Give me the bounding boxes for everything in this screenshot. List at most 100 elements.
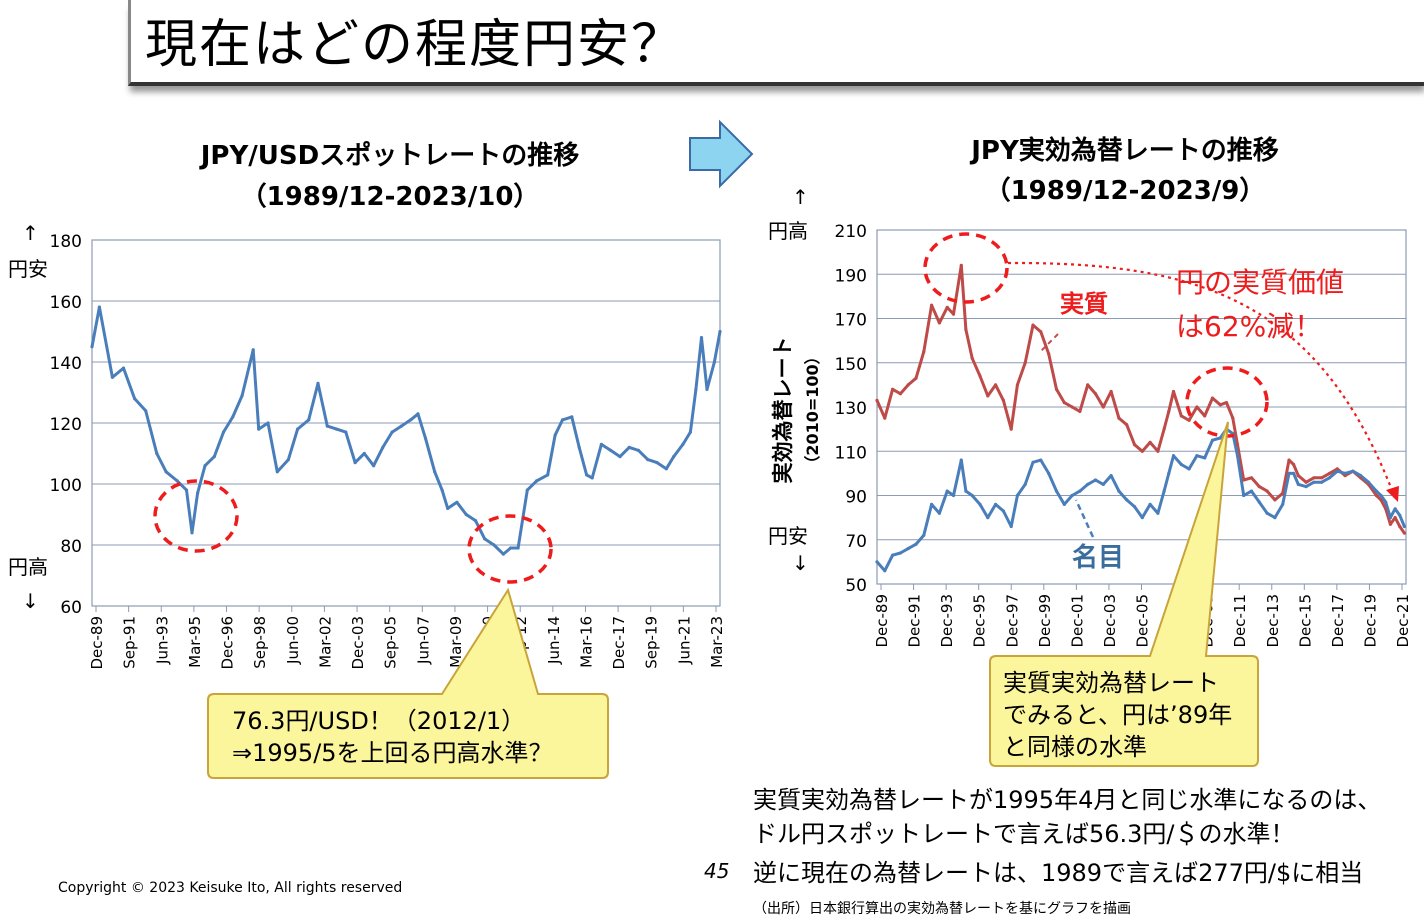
data-point bbox=[483, 537, 487, 541]
data-point bbox=[1179, 414, 1183, 418]
data-point bbox=[334, 427, 339, 431]
data-point bbox=[1384, 500, 1388, 504]
data-point bbox=[1231, 416, 1235, 420]
data-point bbox=[286, 458, 290, 462]
data-point bbox=[121, 366, 126, 370]
spot-chart-title: JPY/USDスポットレートの推移 bbox=[200, 141, 580, 171]
data-point bbox=[1402, 524, 1406, 529]
data-point bbox=[190, 531, 194, 535]
title-bar bbox=[128, 0, 1424, 86]
x-tick-label: Jun-07 bbox=[414, 616, 432, 665]
y-tick-label: 90 bbox=[845, 488, 867, 508]
data-point bbox=[1257, 485, 1261, 489]
data-point bbox=[688, 430, 693, 434]
x-tick-label: Mar-23 bbox=[708, 616, 726, 668]
data-point bbox=[1242, 493, 1246, 498]
x-tick-label: Mar-02 bbox=[316, 616, 334, 668]
data-point bbox=[1125, 498, 1129, 502]
data-point bbox=[1086, 482, 1090, 486]
reer-y-top-arrow: ↑ bbox=[792, 185, 809, 209]
data-point bbox=[1078, 489, 1082, 493]
data-point bbox=[1179, 462, 1183, 467]
callout-line-1: 円の実質価値 bbox=[1176, 266, 1344, 299]
spot-y-bottom-arrow: ↓ bbox=[22, 589, 39, 613]
spot-1995-highlight-circle bbox=[153, 479, 239, 553]
data-point bbox=[994, 502, 998, 506]
data-point bbox=[1015, 493, 1020, 498]
spot-note-line-1: 76.3円/USD！（2012/1） bbox=[232, 707, 526, 735]
x-tick-label: Sep-91 bbox=[121, 616, 139, 669]
bottom-text-line-1: 実質実効為替レートが1995年4月と同じ水準になるのは、 bbox=[753, 786, 1382, 814]
data-point bbox=[1203, 456, 1207, 460]
reer-y-bottom-arrow: ↓ bbox=[792, 551, 809, 575]
data-point bbox=[1162, 489, 1166, 493]
data-point bbox=[875, 560, 879, 564]
data-point bbox=[570, 415, 574, 419]
data-point bbox=[945, 305, 949, 309]
data-point bbox=[898, 392, 903, 396]
data-point bbox=[577, 445, 581, 449]
data-point bbox=[1031, 460, 1035, 464]
data-point bbox=[1218, 436, 1222, 440]
data-point bbox=[930, 502, 934, 506]
data-point bbox=[1140, 449, 1144, 453]
data-point bbox=[1132, 443, 1137, 447]
x-tick-label: Mar-09 bbox=[447, 616, 465, 668]
data-point bbox=[553, 433, 557, 437]
data-point bbox=[1281, 502, 1285, 506]
data-point bbox=[90, 345, 94, 349]
x-tick-label: Dec-93 bbox=[938, 594, 956, 648]
spot-y-top-label: 円安 bbox=[8, 257, 48, 281]
data-point bbox=[1001, 509, 1006, 513]
data-point bbox=[381, 445, 385, 449]
data-point bbox=[1388, 516, 1392, 520]
reer-chart-subtitle: （1989/12-2023/9） bbox=[984, 176, 1266, 206]
y-tick-label: 160 bbox=[50, 293, 82, 313]
data-point bbox=[1031, 323, 1035, 327]
data-point bbox=[914, 542, 918, 546]
data-point bbox=[464, 512, 468, 517]
data-point bbox=[164, 470, 168, 474]
data-point bbox=[399, 424, 403, 428]
data-point bbox=[1379, 498, 1383, 502]
x-tick-label: Jun-14 bbox=[545, 616, 563, 665]
data-point bbox=[891, 553, 895, 557]
data-point bbox=[1218, 403, 1222, 407]
data-point bbox=[1086, 383, 1090, 387]
data-point bbox=[1203, 414, 1207, 418]
data-point bbox=[1374, 489, 1378, 493]
x-tick-label: Dec-03 bbox=[349, 616, 367, 670]
data-point bbox=[994, 383, 998, 387]
data-point bbox=[423, 436, 428, 440]
data-point bbox=[1062, 502, 1066, 506]
y-tick-label: 210 bbox=[835, 222, 867, 242]
data-point bbox=[1327, 471, 1332, 475]
data-point bbox=[978, 374, 982, 378]
data-point bbox=[875, 398, 879, 402]
data-point bbox=[344, 430, 348, 434]
data-point bbox=[560, 418, 565, 422]
data-point bbox=[1062, 401, 1066, 405]
data-point bbox=[978, 502, 982, 506]
y-tick-label: 150 bbox=[835, 355, 867, 375]
data-point bbox=[1287, 458, 1291, 462]
x-tick-label: Sep-19 bbox=[643, 616, 661, 669]
spot-2012-highlight-circle bbox=[467, 514, 553, 584]
data-point bbox=[1359, 474, 1363, 478]
data-point bbox=[906, 547, 910, 551]
data-point bbox=[646, 458, 650, 462]
data-point bbox=[1273, 516, 1277, 520]
data-point bbox=[609, 448, 613, 452]
data-point bbox=[251, 348, 255, 352]
data-point bbox=[1047, 471, 1051, 475]
data-point bbox=[1001, 398, 1006, 402]
data-point bbox=[316, 381, 320, 385]
data-point bbox=[964, 489, 968, 493]
x-tick-label: Dec-96 bbox=[219, 616, 237, 670]
bottom-text-line-3: 逆に現在の為替レートは、1989で言えば277円/$に相当 bbox=[753, 859, 1364, 887]
data-point bbox=[307, 418, 311, 422]
data-point bbox=[446, 506, 450, 510]
y-tick-label: 80 bbox=[60, 537, 82, 557]
data-point bbox=[203, 464, 207, 468]
source-note: （出所）日本銀行算出の実効為替レートを基にグラフを描画 bbox=[753, 901, 1131, 917]
